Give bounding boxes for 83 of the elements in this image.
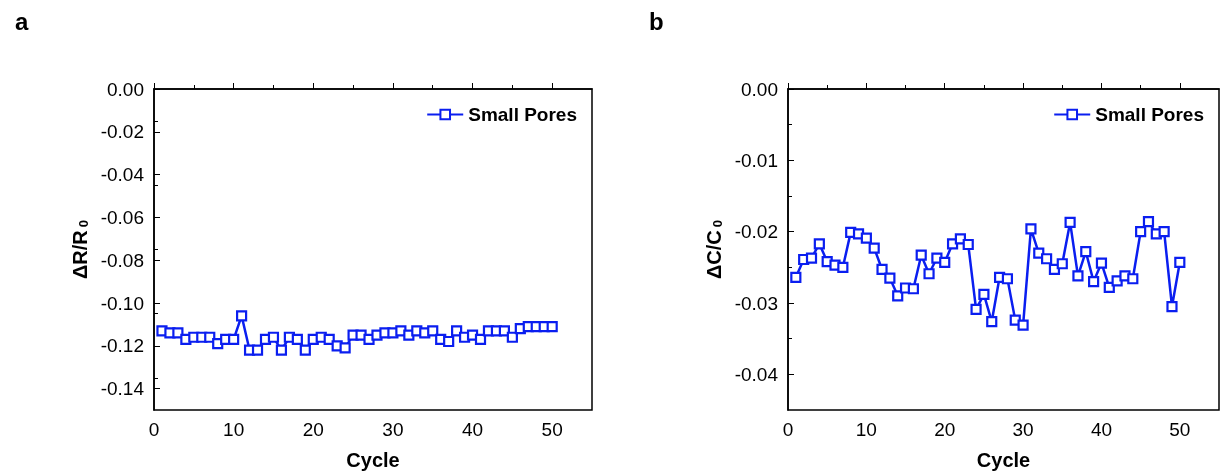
legend-label: Small Pores [468, 104, 577, 125]
point [1095, 257, 1108, 269]
point [978, 288, 990, 301]
x-tick-label: 10 [223, 419, 245, 440]
point [443, 335, 455, 348]
y-tick-label: 0.00 [741, 78, 778, 100]
point [1166, 300, 1178, 313]
y-tick-label: -0.04 [100, 164, 145, 186]
point [1127, 273, 1139, 285]
y-tick-label: -0.01 [734, 149, 778, 171]
y-tick-label: -0.03 [734, 292, 778, 314]
point [884, 272, 896, 284]
point [498, 325, 510, 337]
x-tick-label: 40 [461, 419, 484, 440]
x-tick-label: 40 [1090, 419, 1113, 440]
x-tick-label: 30 [1012, 419, 1034, 440]
y-tick-label: -0.02 [734, 221, 778, 243]
point [962, 238, 974, 251]
point [251, 344, 264, 356]
x-tick-label: 50 [1169, 419, 1191, 440]
x-tick-label: 50 [541, 419, 563, 440]
point [923, 268, 935, 280]
point [860, 232, 872, 244]
y-tick-label: -0.04 [734, 363, 779, 385]
chart-title: b [649, 7, 664, 35]
x-axis-title: Cycle [346, 449, 400, 471]
point [427, 325, 439, 337]
point [172, 327, 184, 339]
point [291, 333, 303, 345]
y-tick-label: -0.12 [100, 335, 144, 357]
point [915, 249, 927, 261]
point [986, 315, 998, 328]
point [1103, 281, 1115, 293]
y-tick-label: -0.02 [100, 121, 144, 143]
y-tick-label: -0.08 [100, 249, 144, 271]
point [868, 242, 880, 254]
point [1080, 246, 1092, 258]
x-tick-label: 20 [934, 419, 956, 440]
point [299, 344, 311, 356]
point [1025, 223, 1037, 235]
x-axis-title: Cycle [976, 449, 1031, 471]
point [236, 310, 248, 322]
point [837, 261, 849, 273]
point [805, 252, 818, 264]
y-tick-label: -0.10 [100, 292, 144, 314]
point [1001, 273, 1014, 285]
point [1135, 226, 1147, 238]
point [970, 303, 982, 316]
point [1088, 276, 1100, 288]
legend-label: Small Pores [1095, 104, 1204, 125]
point [267, 331, 280, 343]
x-tick-label: 30 [382, 419, 404, 440]
y-tick-label: -0.06 [100, 206, 144, 228]
point [546, 320, 558, 333]
point [506, 331, 518, 343]
point [1072, 270, 1084, 282]
point [939, 256, 951, 268]
point [1017, 319, 1029, 331]
point [790, 271, 802, 283]
y-axis-title: ΔR/R0 [68, 219, 91, 280]
point [813, 238, 825, 250]
point [474, 333, 487, 345]
y-axis-title: ΔC/C0 [702, 219, 725, 280]
x-tick-label: 10 [855, 419, 877, 440]
chart-title: a [15, 7, 29, 35]
x-tick-label: 0 [148, 419, 160, 440]
point [1064, 216, 1076, 228]
point [1158, 226, 1170, 238]
point [1142, 216, 1155, 228]
point [275, 344, 288, 356]
y-tick-label: 0.00 [107, 78, 144, 100]
point [892, 290, 904, 302]
x-tick-label: 20 [302, 419, 324, 440]
point [1041, 253, 1053, 265]
point [1056, 258, 1068, 270]
point [339, 342, 351, 354]
point [228, 333, 240, 345]
point [907, 283, 919, 295]
y-tick-label: -0.14 [100, 378, 145, 400]
point [876, 263, 888, 276]
point [1174, 256, 1186, 268]
x-tick-label: 0 [782, 419, 794, 440]
point [451, 325, 463, 337]
